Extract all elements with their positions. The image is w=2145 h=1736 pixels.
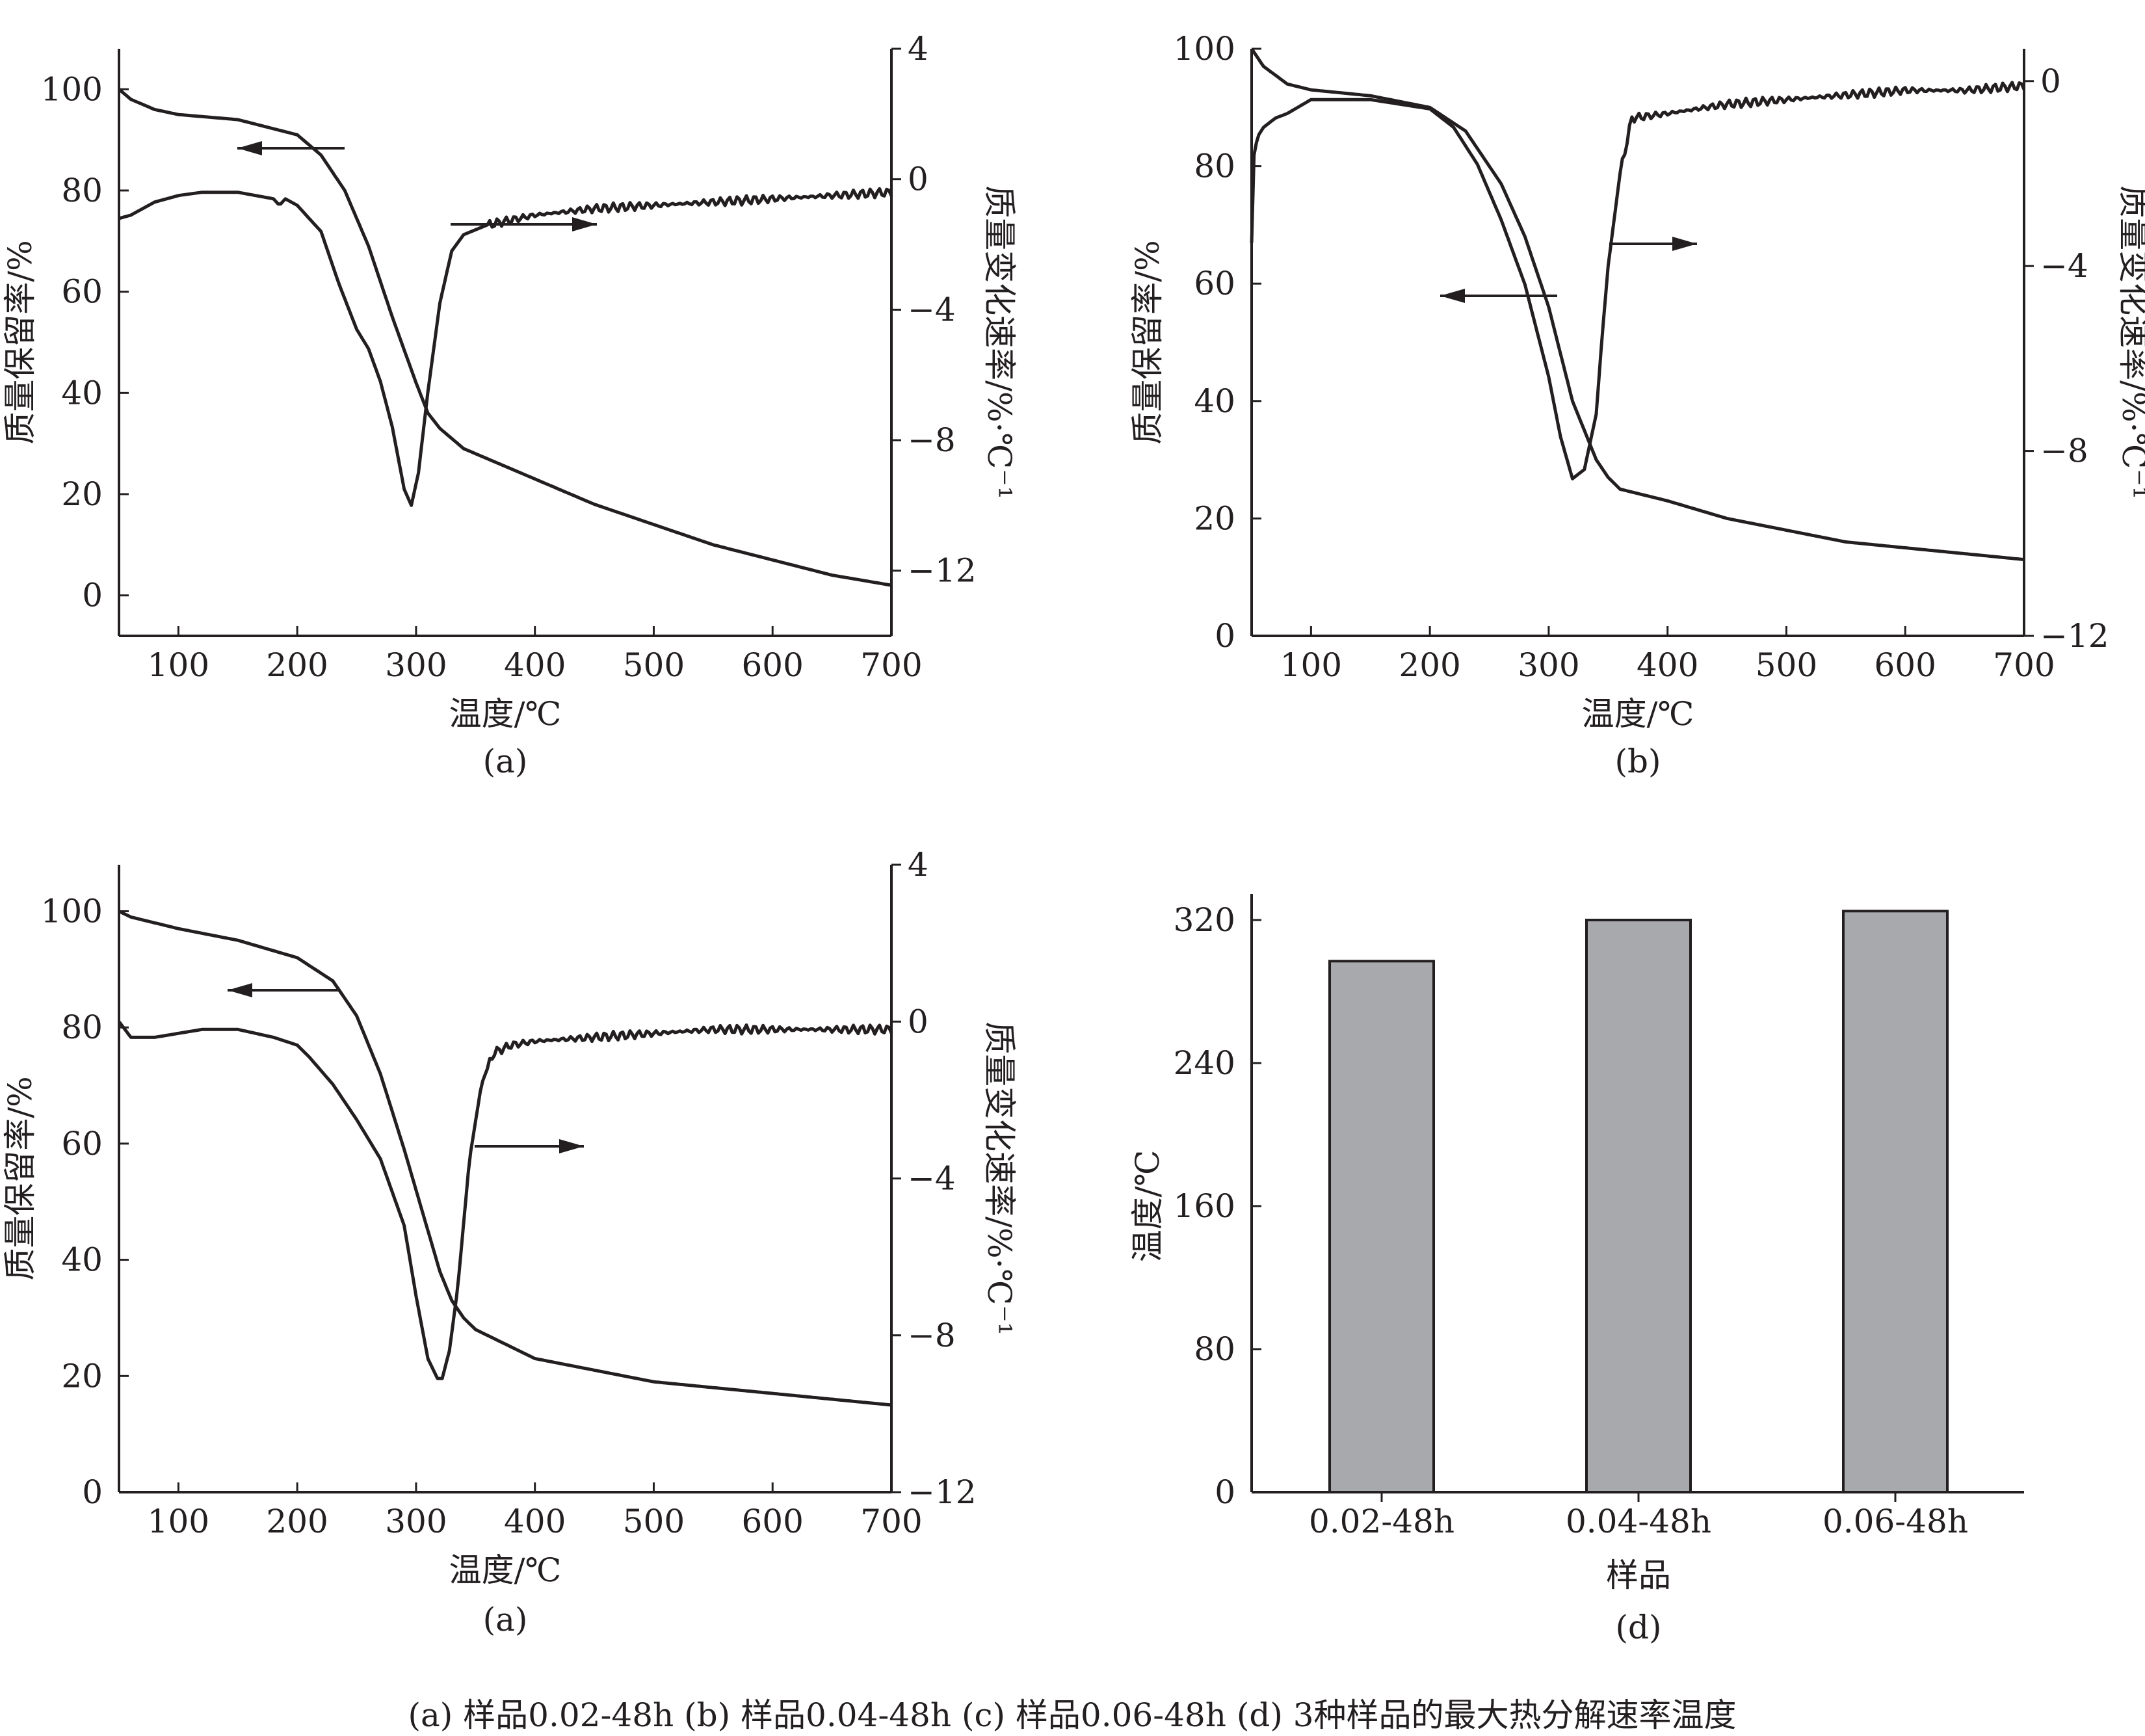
- x-axis-label: 温度/℃: [1582, 695, 1694, 733]
- panel-caption: (a): [483, 1601, 528, 1638]
- left-axis-arrow-head: [1440, 289, 1465, 303]
- panel-c-tga-dtg-chart: 100 200 300 400 500 600 70002040608010040−4−8−…: [1, 846, 1018, 1638]
- panel-caption: (d): [1615, 1609, 1661, 1646]
- x-tick-label-200: 200: [1399, 646, 1460, 684]
- x-tick-label-100: 100: [148, 646, 209, 684]
- y2-tick-label--12: −12: [2040, 617, 2109, 655]
- y2-tick-label-4: 4: [908, 30, 928, 68]
- x-tick-label-300: 300: [1518, 646, 1579, 684]
- y-axis-label: 温度/℃: [1129, 1150, 1166, 1263]
- y2-axis-label: 质量变化速率/%·℃⁻¹: [980, 1021, 1018, 1335]
- x-tick-label-700: 700: [1993, 646, 2055, 684]
- y2-tick-label-0: 0: [2040, 62, 2061, 100]
- panel-a-tga-dtg-chart: 100 200 300 400 500 600 70002040608010040−4−8−…: [1, 30, 1018, 780]
- x-axis-label: 温度/℃: [449, 1551, 562, 1589]
- panel-caption: (a): [483, 743, 528, 780]
- y2-tick-label--8: −8: [2040, 432, 2088, 470]
- x-axis-label: 样品: [1606, 1557, 1671, 1594]
- y-tick-label-0: 0: [82, 577, 103, 614]
- mass-retention-curve: [118, 910, 892, 1407]
- y-tick-label-80: 80: [1194, 148, 1235, 185]
- y2-tick-label--8: −8: [908, 421, 956, 459]
- y2-tick-label--4: −4: [2040, 247, 2088, 285]
- y-tick-label-20: 20: [1194, 499, 1235, 537]
- y-tick-label-0: 0: [82, 1473, 103, 1511]
- y-tick-label-100: 100: [41, 70, 103, 108]
- y-axis-label: 质量保留率/%: [1, 1076, 39, 1280]
- y-axis-label: 质量保留率/%: [1, 240, 39, 444]
- y-tick-label-60: 60: [61, 273, 103, 311]
- mass-retention-curve: [118, 88, 892, 587]
- mass-change-rate-curve: [118, 187, 893, 507]
- x-tick-label-300: 300: [385, 1503, 447, 1540]
- y-tick-label-320: 320: [1174, 901, 1235, 939]
- y-tick-label-20: 20: [61, 475, 103, 513]
- y2-tick-label--4: −4: [908, 291, 956, 328]
- x-tick-label-600: 600: [742, 1503, 804, 1540]
- y2-tick-label--12: −12: [908, 1473, 977, 1511]
- figure-footer-caption: (a) 样品0.02-48h (b) 样品0.04-48h (c) 样品0.06…: [408, 1696, 1736, 1734]
- bar-0.04-48h: [1585, 919, 1692, 1493]
- left-axis-arrow-head: [237, 141, 262, 155]
- y2-tick-label-4: 4: [908, 846, 928, 884]
- x-tick-label-400: 400: [1637, 646, 1698, 684]
- y2-tick-label--4: −4: [908, 1160, 956, 1198]
- panel-caption: (b): [1614, 743, 1661, 780]
- x-tick-label-0.04-48h: 0.04-48h: [1566, 1503, 1711, 1540]
- y-tick-label-160: 160: [1174, 1187, 1235, 1225]
- x-tick-label-200: 200: [266, 1503, 328, 1540]
- x-tick-label-700: 700: [860, 646, 922, 684]
- x-tick-label-0.02-48h: 0.02-48h: [1309, 1503, 1454, 1540]
- x-tick-label-300: 300: [385, 646, 447, 684]
- y-tick-label-100: 100: [1174, 30, 1235, 68]
- x-tick-label-400: 400: [504, 1503, 566, 1540]
- y-tick-label-60: 60: [61, 1125, 103, 1163]
- x-tick-label-400: 400: [504, 646, 566, 684]
- x-tick-label-500: 500: [623, 1503, 685, 1540]
- y-tick-label-80: 80: [61, 172, 103, 209]
- bar-0.06-48h: [1842, 910, 1949, 1493]
- mass-change-rate-curve: [118, 1020, 893, 1380]
- y-tick-label-20: 20: [61, 1357, 103, 1395]
- panel-d-bar-chart: 0 80 160 240 320 0.02-48h 0.04-48h 0.06-48h 样品 温度…: [1129, 894, 2024, 1646]
- y-axis-label: 质量保留率/%: [1129, 240, 1166, 444]
- y2-axis-label: 质量变化速率/%·℃⁻¹: [980, 185, 1018, 499]
- x-tick-label-700: 700: [860, 1503, 922, 1540]
- x-tick-label-0.06-48h: 0.06-48h: [1823, 1503, 1968, 1540]
- mass-retention-curve: [1250, 47, 2025, 562]
- y-tick-label-40: 40: [61, 374, 103, 412]
- x-tick-label-100: 100: [148, 1503, 209, 1540]
- y-tick-label-80: 80: [1194, 1330, 1235, 1368]
- x-tick-label-200: 200: [266, 646, 328, 684]
- x-tick-label-500: 500: [1756, 646, 1817, 684]
- y-tick-label-0: 0: [1215, 617, 1235, 655]
- y-tick-label-40: 40: [1194, 382, 1235, 420]
- x-tick-label-100: 100: [1280, 646, 1342, 684]
- right-axis-arrow-head: [559, 1139, 584, 1153]
- y2-tick-label-0: 0: [908, 161, 928, 198]
- x-tick-label-600: 600: [742, 646, 804, 684]
- y2-tick-label-0: 0: [908, 1003, 928, 1040]
- y-tick-label-60: 60: [1194, 265, 1235, 302]
- x-tick-label-600: 600: [1875, 646, 1936, 684]
- left-axis-arrow-head: [228, 983, 252, 997]
- mass-change-rate-curve: [1250, 81, 2026, 480]
- bar-0.02-48h: [1328, 960, 1435, 1493]
- x-tick-label-500: 500: [623, 646, 685, 684]
- y-tick-label-80: 80: [61, 1008, 103, 1046]
- y-tick-label-240: 240: [1174, 1044, 1235, 1082]
- y-tick-label-40: 40: [61, 1241, 103, 1279]
- y2-axis-label: 质量变化速率/%·℃⁻¹: [2115, 185, 2145, 499]
- panel-b-tga-dtg-chart: 100 200 300 400 500 600 700 0 20 40 60 80 100 0 −4 −8 −1…: [1129, 30, 2145, 780]
- x-axis-label: 温度/℃: [449, 695, 562, 733]
- y2-tick-label--8: −8: [908, 1317, 956, 1354]
- y-tick-label-100: 100: [41, 892, 103, 930]
- y2-tick-label--12: −12: [908, 552, 977, 590]
- y-tick-label-0: 0: [1215, 1473, 1235, 1511]
- right-axis-arrow-head: [1672, 237, 1697, 251]
- right-axis-arrow-head: [572, 217, 597, 231]
